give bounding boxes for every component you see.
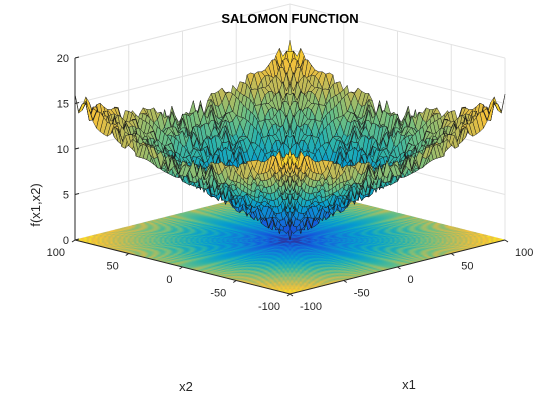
grid-line	[74, 3, 506, 59]
